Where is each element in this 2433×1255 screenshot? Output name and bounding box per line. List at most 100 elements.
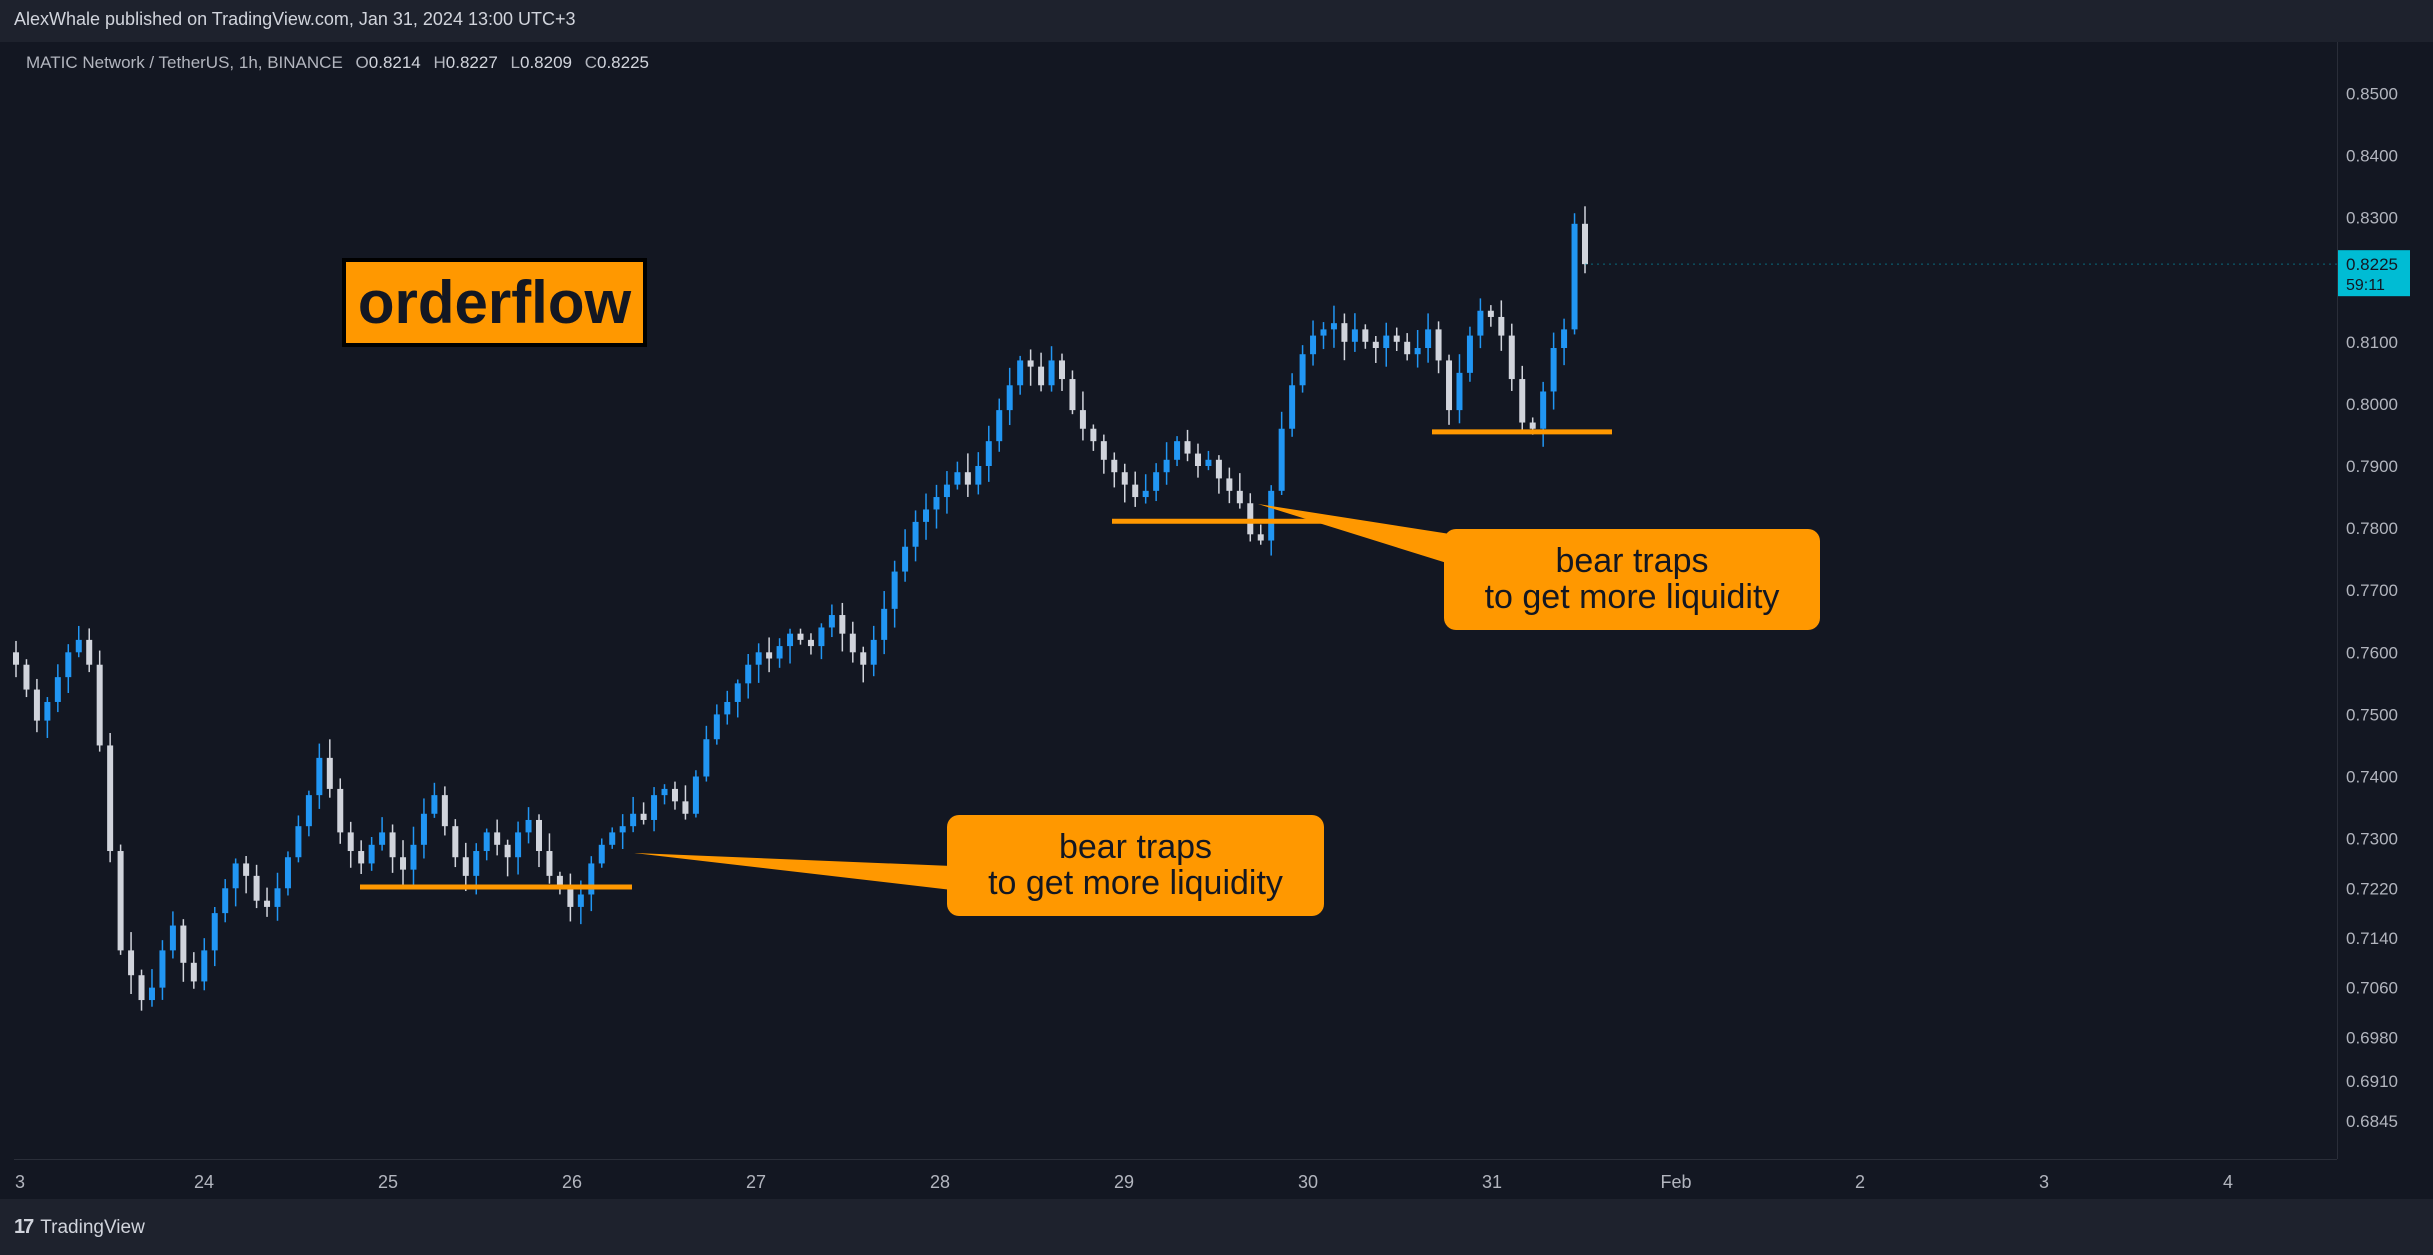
candle-body	[33, 689, 40, 721]
price-tick-label: 0.7800	[2346, 519, 2398, 538]
candle-body	[1393, 335, 1400, 342]
tradingview-logo[interactable]: 17 TradingView	[14, 1216, 145, 1239]
candle-body	[776, 646, 783, 659]
candle-body	[326, 757, 333, 789]
candle-body	[1529, 422, 1536, 429]
candle-body	[1466, 335, 1473, 373]
candle-body	[379, 832, 386, 845]
candle-body	[441, 795, 448, 827]
candle-body	[1017, 360, 1024, 386]
candle-body	[661, 788, 668, 796]
candle-body	[1487, 310, 1494, 317]
candle-body	[881, 608, 888, 640]
candle-body	[75, 639, 82, 653]
candle-body	[1383, 335, 1390, 349]
candle-body	[316, 757, 323, 796]
candle-body	[902, 546, 909, 572]
candle-body	[1153, 472, 1160, 491]
candle-body	[1508, 335, 1515, 380]
candle-body	[546, 851, 553, 876]
candle-body	[619, 826, 626, 833]
candle-body	[1372, 341, 1379, 349]
callout-pointer	[634, 853, 952, 890]
symbol-name: MATIC Network / TetherUS, 1h, BINANCE	[26, 53, 343, 72]
candle-body	[943, 484, 950, 498]
candle-body	[243, 863, 250, 876]
time-tick-label: Feb	[1660, 1172, 1691, 1192]
close-value: 0.8225	[597, 53, 649, 72]
candle-body	[891, 571, 898, 609]
candle-body	[682, 801, 689, 814]
candle-body	[180, 925, 187, 963]
candle-body	[1414, 348, 1421, 355]
candle-body	[1299, 354, 1306, 386]
callout-bear-traps-upper[interactable]: bear traps to get more liquidity	[1444, 529, 1820, 630]
candle-body	[1132, 484, 1139, 498]
time-tick-label: 25	[378, 1172, 398, 1192]
candle-body	[295, 826, 302, 858]
candle-body	[556, 875, 563, 889]
candle-body	[420, 813, 427, 845]
price-axis[interactable]	[2337, 42, 2433, 1159]
candle-body	[222, 888, 229, 914]
candle-body	[1268, 490, 1275, 541]
candle-body	[1456, 372, 1463, 411]
candle-body	[1048, 360, 1055, 386]
candle-body	[138, 975, 145, 1001]
price-tick-label: 0.8500	[2346, 84, 2398, 103]
price-tick-label: 0.7500	[2346, 705, 2398, 724]
time-tick-label: 28	[930, 1172, 950, 1192]
candle-body	[494, 832, 501, 845]
candle-body	[1205, 459, 1212, 466]
time-tick-label: 3	[2039, 1172, 2049, 1192]
candle-body	[473, 851, 480, 876]
time-tick-label: 24	[194, 1172, 214, 1192]
time-tick-label: 4	[2223, 1172, 2233, 1192]
candle-body	[358, 851, 365, 864]
symbol-legend: MATIC Network / TetherUS, 1h, BINANCE O 0…	[26, 53, 649, 73]
candle-body	[1069, 379, 1076, 411]
candle-body	[1540, 391, 1547, 429]
price-tick-label: 0.8400	[2346, 147, 2398, 166]
candle-body	[431, 795, 438, 814]
candle-body	[1341, 323, 1348, 342]
candle-body	[651, 795, 658, 820]
candle-body	[13, 652, 19, 665]
candle-body	[964, 472, 971, 485]
candle-body	[107, 745, 114, 852]
candle-body	[1351, 329, 1358, 342]
candle-body	[1215, 459, 1222, 479]
candle-body	[347, 832, 354, 852]
candle-body	[818, 627, 825, 647]
callout-line-1: bear traps	[1058, 828, 1213, 866]
candle-body	[44, 701, 51, 721]
time-tick-label: 27	[746, 1172, 766, 1192]
time-tick-label: 2	[1855, 1172, 1865, 1192]
orderflow-label[interactable]: orderflow	[342, 258, 647, 347]
open-key: O	[355, 53, 369, 72]
candle-body	[54, 677, 61, 702]
callout-line-1: bear traps	[1555, 542, 1709, 580]
candle-body	[159, 950, 166, 988]
price-tick-label: 0.8300	[2346, 209, 2398, 228]
price-tick-label: 0.7220	[2346, 879, 2398, 898]
callout-bear-traps-lower[interactable]: bear traps to get more liquidity	[947, 815, 1324, 916]
tradingview-wordmark: TradingView	[40, 1216, 145, 1238]
candle-body	[1519, 379, 1526, 423]
price-tick-label: 0.7400	[2346, 768, 2398, 787]
candle-body	[975, 466, 982, 485]
high-key: H	[433, 53, 446, 72]
low-key: L	[510, 53, 520, 72]
candle-body	[745, 664, 752, 684]
candle-body	[1435, 329, 1442, 361]
price-tick-label: 0.6980	[2346, 1028, 2398, 1047]
candle-body	[1121, 472, 1128, 485]
candle-body	[755, 652, 762, 665]
candle-body	[117, 851, 124, 951]
time-tick-label: 31	[1482, 1172, 1502, 1192]
candle-body	[1038, 366, 1045, 386]
candle-body	[797, 633, 804, 640]
candle-body	[588, 863, 595, 895]
time-axis[interactable]	[14, 1159, 2337, 1200]
